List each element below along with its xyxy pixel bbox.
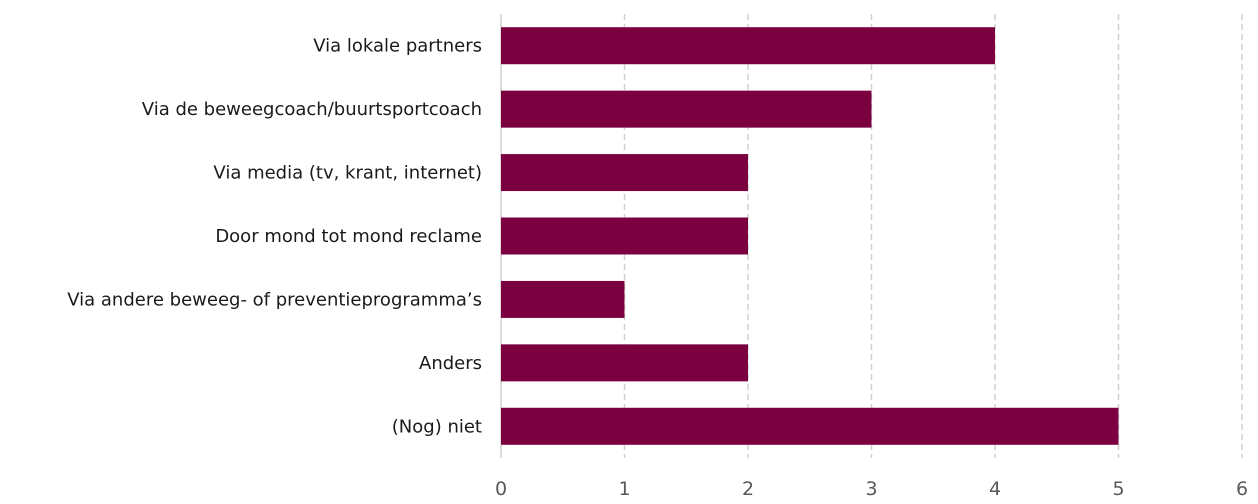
category-label: (Nog) niet (392, 416, 482, 437)
x-tick-label: 6 (1236, 478, 1248, 500)
category-label: Anders (419, 353, 482, 374)
bar (501, 407, 1119, 445)
category-label: Via andere beweeg- of preventieprogramma… (67, 289, 482, 310)
x-tick-label: 0 (495, 478, 507, 500)
category-label: Via media (tv, krant, internet) (213, 163, 482, 184)
bar (501, 154, 748, 192)
bar (501, 280, 625, 318)
x-tick-label: 2 (742, 478, 754, 500)
category-label: Via de beweegcoach/buurtsportcoach (142, 99, 482, 120)
category-label: Door mond tot mond reclame (215, 226, 482, 247)
bar (501, 217, 748, 255)
x-tick-label: 1 (618, 478, 630, 500)
bars (501, 27, 1119, 445)
x-tick-label: 5 (1112, 478, 1124, 500)
x-tick-label: 4 (989, 478, 1001, 500)
x-axis-tick-labels: 0 1 2 3 4 5 6 (495, 478, 1248, 500)
bar (501, 90, 872, 128)
bar (501, 344, 748, 382)
category-label: Via lokale partners (313, 36, 482, 57)
x-tick-label: 3 (865, 478, 877, 500)
bar (501, 27, 995, 65)
gridlines (500, 14, 1243, 458)
category-labels: Via lokale partners Via de beweegcoach/b… (67, 36, 482, 438)
